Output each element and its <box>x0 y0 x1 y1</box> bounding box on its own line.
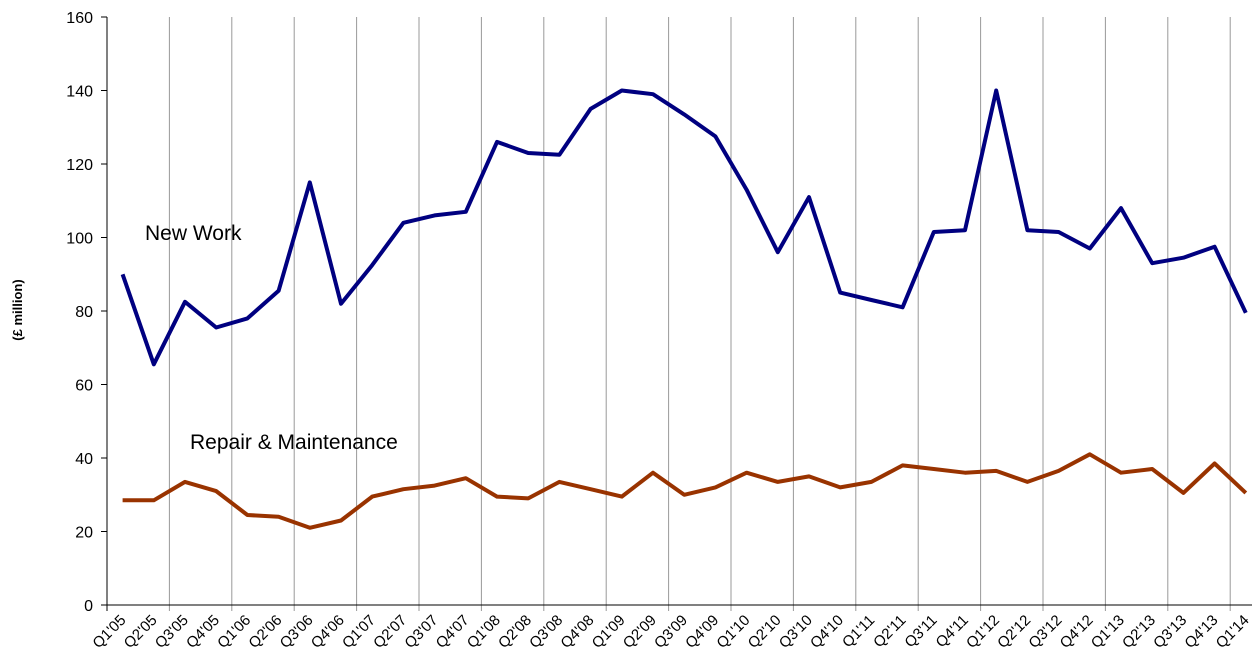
x-tick-label: Q3'10 <box>776 612 816 652</box>
x-tick-label: Q1'12 <box>963 612 1003 652</box>
x-tick-label: Q2'08 <box>495 612 535 652</box>
x-tick-label: Q3'12 <box>1025 612 1065 652</box>
series-label: Repair & Maintenance <box>190 431 398 454</box>
x-tick-label: Q1'11 <box>839 612 878 651</box>
line <box>120 88 1248 367</box>
x-tick-label: Q3'09 <box>651 612 691 652</box>
x-tick-label: Q3'08 <box>526 612 566 652</box>
x-tick-label: Q2'10 <box>745 612 785 652</box>
line <box>122 452 1248 530</box>
y-tick-label: 140 <box>66 84 93 101</box>
x-tick-label: Q4'13 <box>1181 612 1221 652</box>
x-tick-label: Q1'09 <box>589 612 629 652</box>
x-tick-label: Q2'06 <box>245 612 285 652</box>
x-tick-label: Q1'10 <box>713 612 753 652</box>
x-tick-label: Q3'13 <box>1150 612 1190 652</box>
x-tick-label: Q3'06 <box>277 612 317 652</box>
x-tick-label: Q4'10 <box>807 612 847 652</box>
y-tick-label: 80 <box>75 304 93 321</box>
y-tick-label: 160 <box>66 10 93 27</box>
y-tick-label: 100 <box>66 231 93 248</box>
x-tick-label: Q4'09 <box>682 612 722 652</box>
x-tick-label: Q1'13 <box>1088 612 1128 652</box>
x-tick-label: Q2'11 <box>870 612 909 651</box>
x-tick-label: Q4'05 <box>183 612 223 652</box>
x-tick-label: Q2'05 <box>121 612 161 652</box>
x-tick-label: Q3'05 <box>152 612 192 652</box>
x-tick-label: Q4'11 <box>933 612 972 651</box>
x-tick-label: Q1'07 <box>339 612 379 652</box>
y-tick-label: 60 <box>75 378 93 395</box>
x-tick-label: Q2'13 <box>1119 612 1159 652</box>
y-tick-label: 120 <box>66 157 93 174</box>
x-tick-label: Q2'07 <box>370 612 410 652</box>
x-tick-label: Q1'14 <box>1213 612 1252 652</box>
x-tick-label: Q4'06 <box>308 612 348 652</box>
x-tick-label: Q4'08 <box>557 612 597 652</box>
x-tick-label: Q3'07 <box>401 612 441 652</box>
x-tick-label: Q4'07 <box>433 612 473 652</box>
x-tick-label: Q1'08 <box>464 612 504 652</box>
y-axis-label: (£ million) <box>10 279 25 340</box>
y-tick-label: 20 <box>75 525 93 542</box>
x-tick-label: Q4'12 <box>1057 612 1097 652</box>
series-label: New Work <box>145 222 242 245</box>
x-tick-label: Q1'05 <box>89 612 129 652</box>
x-tick-label: Q3'11 <box>901 612 940 651</box>
x-tick-label: Q2'09 <box>620 612 660 652</box>
x-tick-label: Q2'12 <box>994 612 1034 652</box>
x-tick-label: Q1'06 <box>214 612 254 652</box>
y-tick-label: 0 <box>84 598 93 615</box>
y-tick-label: 40 <box>75 451 93 468</box>
